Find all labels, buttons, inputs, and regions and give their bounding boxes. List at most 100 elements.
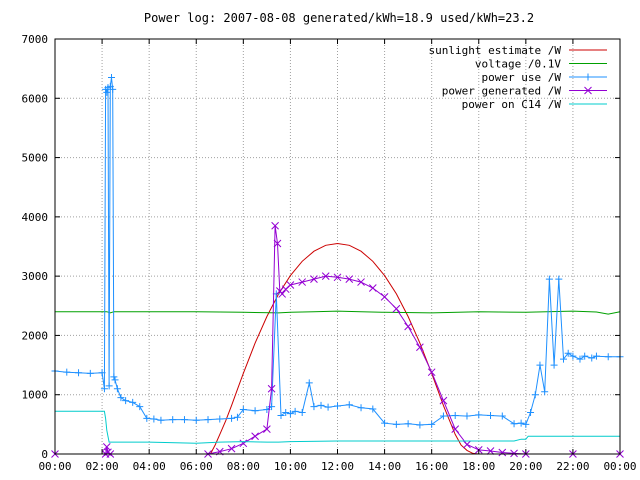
data-point [368,284,377,292]
data-point [333,273,342,282]
data-point [564,349,572,357]
data-point [324,403,332,411]
data-point [463,440,471,449]
data-point [334,402,341,410]
data-point [227,444,236,453]
x-tick-label: 06:00 [180,460,213,473]
data-point [604,353,612,361]
data-point [63,368,71,376]
series-power-on-c14-w [55,410,620,444]
data-point [310,403,318,411]
y-tick-label: 3000 [22,270,49,283]
data-point [592,352,600,360]
data-point [498,448,507,457]
data-point [527,409,535,416]
data-point [576,355,584,363]
data-point [522,420,530,428]
x-tick-label: 18:00 [462,460,495,473]
x-tick-label: 08:00 [227,460,260,473]
legend-entry: sunlight estimate /W [429,44,607,57]
data-point [103,88,111,96]
data-point [251,432,259,441]
legend-marker [584,73,592,81]
data-point [169,416,177,424]
data-point [204,416,212,424]
data-point [113,385,121,393]
data-point [545,275,553,283]
data-point [286,410,294,418]
data-point [510,420,518,428]
data-point [560,355,567,363]
data-point [555,275,563,283]
legend-label: voltage /0.1V [475,58,561,71]
data-point [267,384,276,393]
series-line [55,242,620,455]
data-point [536,361,544,369]
data-point [569,352,577,360]
data-point [105,382,113,390]
y-tick-label: 6000 [22,92,49,105]
x-tick-label: 10:00 [274,460,307,473]
data-point [129,398,137,406]
series-line [55,310,621,315]
data-point [498,412,506,420]
data-point [180,416,188,424]
x-tick-label: 00:00 [603,460,636,473]
series-voltage-0-1v [55,310,621,315]
x-tick-label: 22:00 [556,460,589,473]
data-point [86,369,94,377]
x-tick-label: 04:00 [133,460,166,473]
legend-entry: power use /W [482,71,607,84]
data-point [581,352,589,360]
data-point [357,278,365,286]
data-point [233,413,241,421]
y-tick-label: 1000 [22,389,49,402]
series-power-use-w [51,74,624,429]
x-tick-label: 20:00 [509,460,542,473]
data-point [510,449,518,458]
data-point [345,401,353,409]
chart-title: Power log: 2007-08-08 generated/kWh=18.9… [144,11,534,25]
legend-label: power generated /W [442,85,562,98]
y-tick-label: 0 [41,448,48,461]
data-point [239,406,247,414]
series-layer [51,74,624,458]
data-point [136,403,144,411]
x-tick-label: 14:00 [368,460,401,473]
data-point [531,391,539,399]
data-point [451,425,460,433]
data-point [298,409,306,416]
data-point [404,322,412,331]
data-point [357,404,365,412]
data-point [416,421,424,429]
data-point [310,275,318,283]
data-point [550,361,558,369]
legend-entry: power generated /W [442,85,607,98]
legend-entry: voltage /0.1V [475,58,607,71]
legend-entry: power on C14 /W [462,98,607,111]
axis-ticks: 00:00 02:00 04:00 06:00 08:00 10:00 12:00 14:00… [22,33,637,473]
data-point [75,369,83,377]
data-point [192,416,200,424]
data-point [108,74,115,82]
data-point [100,385,108,393]
series-line [54,77,620,426]
legend-label: sunlight estimate /W [429,44,562,57]
legend-label: power use /W [482,71,562,84]
data-point [392,420,400,428]
data-point [228,414,236,422]
data-point [404,420,412,428]
data-point [517,419,525,427]
data-point [239,439,248,448]
legend-marker [584,86,592,95]
y-tick-label: 2000 [22,329,49,342]
data-point [122,397,130,405]
data-point [305,379,313,387]
data-point [298,278,307,286]
data-point [451,411,459,419]
data-point [271,221,279,230]
data-point [416,343,424,352]
series-power-generated-w [51,221,624,458]
